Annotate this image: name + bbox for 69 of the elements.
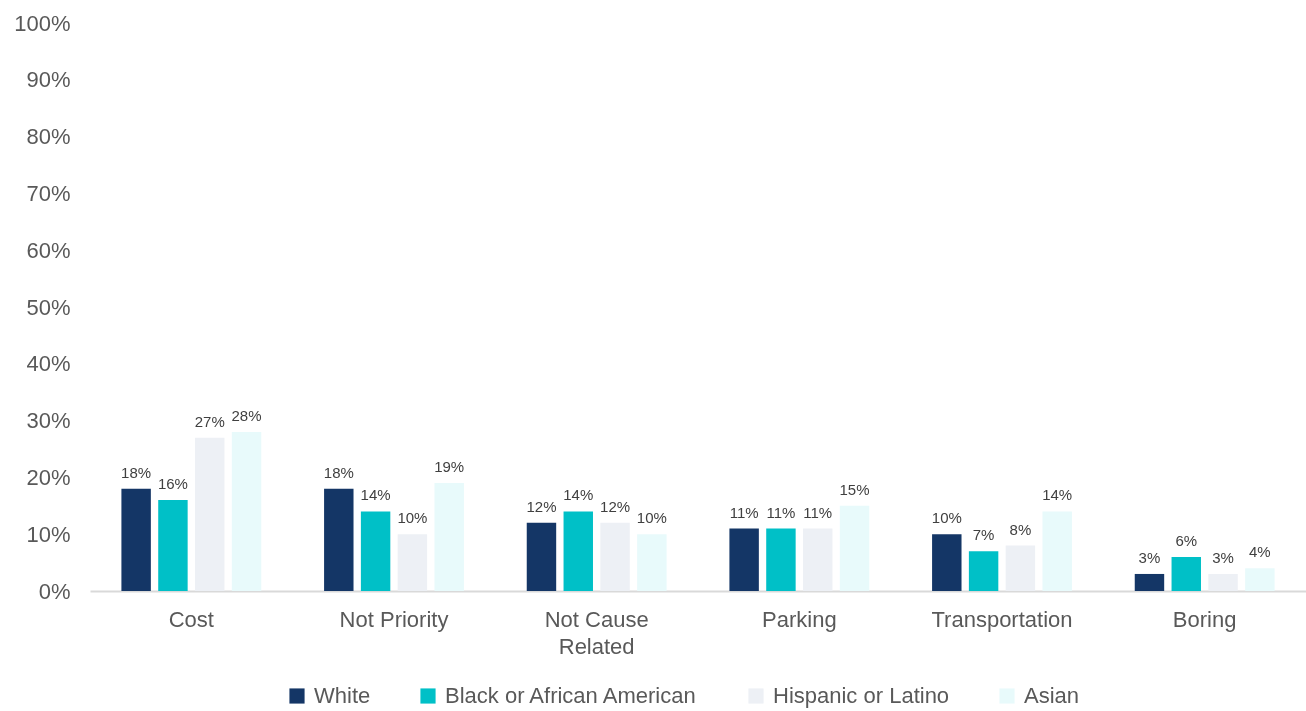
y-tick-label: 100% xyxy=(14,10,71,36)
x-tick-label: Not Cause Related xyxy=(544,606,649,659)
y-tick-label: 90% xyxy=(26,67,71,93)
bar xyxy=(360,511,391,591)
y-tick-label: 40% xyxy=(26,351,71,377)
data-label: 10% xyxy=(636,509,667,527)
bar xyxy=(158,500,188,591)
data-label: 3% xyxy=(1212,548,1234,566)
data-label: 12% xyxy=(526,497,557,515)
y-tick-label: 0% xyxy=(38,578,71,604)
x-tick-label: Parking xyxy=(762,606,837,632)
bar xyxy=(324,488,354,591)
y-tick-label: 20% xyxy=(26,464,71,490)
data-label: 10% xyxy=(397,509,428,527)
bar xyxy=(195,437,225,591)
data-label: 14% xyxy=(563,486,594,504)
data-label: 16% xyxy=(157,475,188,493)
data-label: 14% xyxy=(1042,486,1073,504)
bar xyxy=(729,528,759,591)
bar xyxy=(397,534,428,591)
bar xyxy=(563,511,593,591)
y-tick-label: 60% xyxy=(26,237,71,263)
legend-label: Hispanic or Latino xyxy=(773,683,950,708)
bar xyxy=(1171,556,1201,591)
bar xyxy=(600,522,630,591)
bar xyxy=(1134,573,1165,591)
bar xyxy=(803,528,833,591)
bar xyxy=(932,534,962,591)
data-label: 12% xyxy=(600,497,631,515)
y-tick-label: 70% xyxy=(26,180,71,206)
data-label: 10% xyxy=(931,509,962,527)
data-label: 11% xyxy=(729,503,759,521)
bar xyxy=(637,534,667,591)
bar xyxy=(839,505,870,591)
x-tick-label: Not Priority xyxy=(339,606,449,632)
bar xyxy=(766,528,796,591)
x-tick-label: Transportation xyxy=(931,606,1073,632)
data-label: 18% xyxy=(323,463,354,481)
data-label: 11% xyxy=(766,503,796,521)
x-tick-label: Boring xyxy=(1172,606,1237,632)
bar xyxy=(1245,568,1275,591)
bar xyxy=(968,551,999,591)
data-label: 27% xyxy=(194,412,225,430)
legend-label: Black or African American xyxy=(445,683,696,708)
y-tick-label: 10% xyxy=(26,521,71,547)
bar xyxy=(526,522,557,591)
bar xyxy=(121,488,151,591)
data-label: 15% xyxy=(839,480,870,498)
bar xyxy=(231,431,262,591)
data-label: 4% xyxy=(1249,543,1271,561)
bar xyxy=(434,483,464,591)
bar xyxy=(1208,573,1238,591)
bar xyxy=(1042,511,1072,591)
data-label: 19% xyxy=(434,458,465,476)
data-label: 18% xyxy=(121,463,152,481)
data-label: 8% xyxy=(1009,520,1032,538)
x-tick-label: Cost xyxy=(168,606,214,632)
data-label: 6% xyxy=(1175,531,1198,549)
bar xyxy=(1005,545,1036,591)
data-label: 3% xyxy=(1138,548,1161,566)
legend-label: White xyxy=(314,683,371,708)
y-tick-label: 80% xyxy=(26,124,71,150)
y-tick-label: 50% xyxy=(26,294,71,320)
data-label: 7% xyxy=(972,526,995,544)
y-tick-label: 30% xyxy=(26,408,71,434)
data-label: 28% xyxy=(231,406,262,424)
data-label: 14% xyxy=(360,486,391,504)
data-label: 11% xyxy=(803,503,833,521)
legend-label: Asian xyxy=(1024,683,1080,708)
